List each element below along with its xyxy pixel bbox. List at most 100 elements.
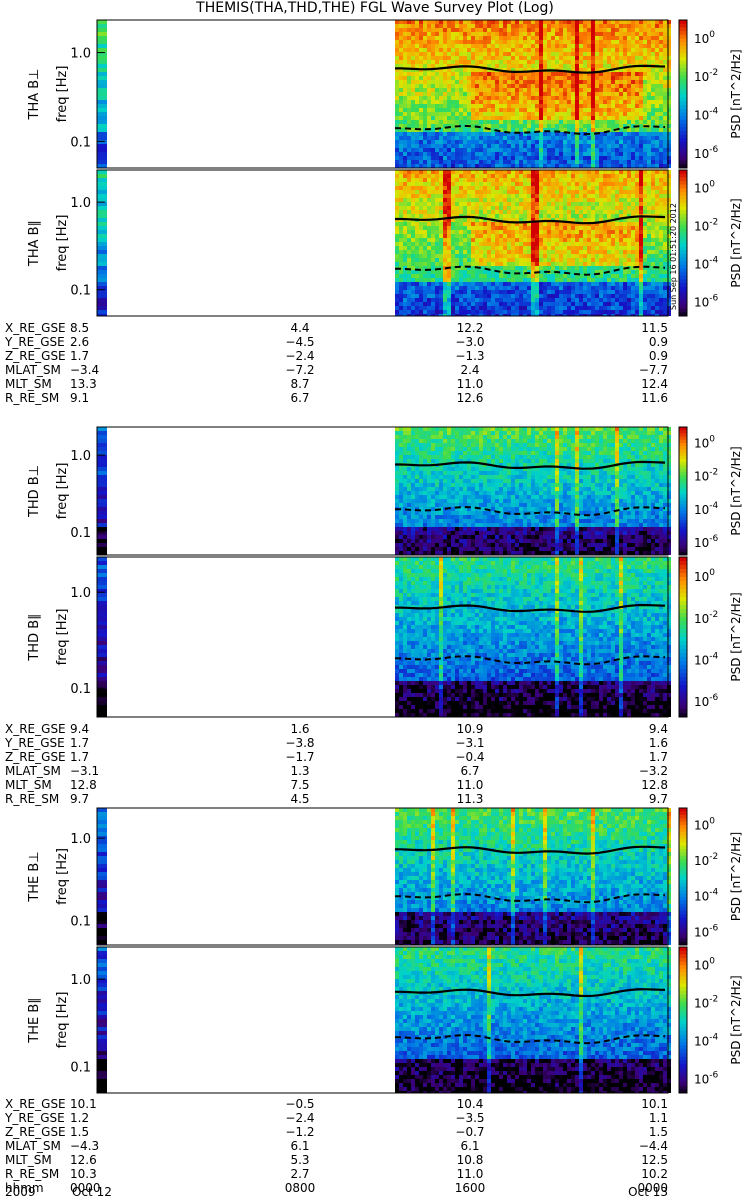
spectrogram-cell: [407, 96, 411, 100]
spectrogram-cell: [531, 112, 535, 116]
spectrogram-cell: [623, 210, 627, 214]
spectrogram-cell: [579, 116, 583, 120]
spectrogram-cell: [547, 148, 551, 152]
spectrogram-cell: [555, 52, 559, 56]
spectrogram-cell: [575, 306, 579, 310]
spectrogram-cell: [603, 198, 607, 202]
spectrogram-cell: [399, 206, 403, 210]
spectrogram-cell: [579, 310, 583, 314]
spectrogram-cell: [399, 92, 403, 96]
spectrogram-cell: [479, 226, 483, 230]
spectrogram-cell: [431, 174, 435, 178]
spectrogram-cell: [591, 306, 595, 310]
spectrogram-cell: [467, 132, 471, 136]
spectrogram-cell: [475, 56, 479, 60]
spectrogram-cell: [463, 242, 467, 246]
spectrogram-cell: [495, 266, 499, 270]
spectrogram-cell: [639, 136, 643, 140]
spectrogram-cell: [479, 152, 483, 156]
spectrogram-cell: [479, 294, 483, 298]
spectrogram-cell: [551, 190, 555, 194]
spectrogram-cell: [523, 250, 527, 254]
spectrogram-cell: [539, 250, 543, 254]
spectrogram-cell: [411, 310, 415, 314]
spectrogram-cell: [423, 202, 427, 206]
colorbar-segment: [679, 164, 687, 169]
colorbar-segment: [679, 127, 687, 132]
spectrogram-cell: [535, 152, 539, 156]
spectrogram-cell: [619, 258, 623, 262]
spectrogram-cell: [483, 112, 487, 116]
spectrogram-cell: [575, 64, 579, 68]
spectrogram-cell: [631, 230, 635, 234]
spectrogram-cell: [499, 210, 503, 214]
spectrogram-cell: [575, 148, 579, 152]
spectrogram-cell: [571, 226, 575, 230]
spectrogram-cell: [559, 278, 563, 282]
spectrogram-cell: [447, 286, 451, 290]
spectrogram-cell: [551, 28, 555, 32]
spectrogram-cell: [663, 88, 667, 92]
spectrogram-cell: [479, 230, 483, 234]
spectrogram-cell: [643, 20, 647, 24]
spectrogram-cell: [595, 194, 599, 198]
spectrogram-cell: [467, 108, 471, 112]
spectrogram-cell: [487, 238, 491, 242]
spectrogram-cell: [519, 64, 523, 68]
spectrogram-cell: [459, 100, 463, 104]
spectrogram-cell: [615, 88, 619, 92]
spectrogram-cell: [499, 164, 503, 168]
spectrogram-cell: [643, 190, 647, 194]
spectrogram-cell: [515, 266, 519, 270]
spectrogram-cell: [411, 290, 415, 294]
spectrogram-cell: [567, 190, 571, 194]
spectrogram-cell: [619, 76, 623, 80]
spectrogram-cell: [419, 36, 423, 40]
colorbar-segment: [679, 75, 687, 80]
spectrogram-cell: [563, 156, 567, 160]
spectrogram-cell: [595, 88, 599, 92]
spectrogram-cell: [591, 124, 595, 128]
spectrogram-cell: [455, 174, 459, 178]
spectrogram-cell: [475, 174, 479, 178]
spectrogram-cell: [563, 164, 567, 168]
spectrogram-cell: [619, 108, 623, 112]
spectrogram-cell: [631, 178, 635, 182]
spectrogram-cell: [627, 174, 631, 178]
spectrogram-cell: [519, 72, 523, 76]
spectrogram-cell: [539, 152, 543, 156]
spectrogram-cell: [531, 290, 535, 294]
spectrogram-cell: [539, 214, 543, 218]
spectrogram-cell: [599, 182, 603, 186]
spectrogram-cell: [415, 262, 419, 266]
spectrogram-cell: [471, 52, 475, 56]
spectrogram-cell: [523, 72, 527, 76]
spectrogram-cell: [431, 250, 435, 254]
spectrogram-cell: [579, 80, 583, 84]
spectrogram-cell: [511, 302, 515, 306]
spectrogram-cell: [607, 140, 611, 144]
spectrogram-cell: [563, 92, 567, 96]
colorbar-segment: [679, 38, 687, 43]
spectrogram-cell: [527, 186, 531, 190]
spectrogram-cell: [511, 282, 515, 286]
spectrogram-cell: [591, 246, 595, 250]
spectrogram-cell: [411, 36, 415, 40]
spectrogram-cell: [411, 242, 415, 246]
spectrogram-cell: [595, 306, 599, 310]
spectrogram-cell: [471, 274, 475, 278]
spectrogram-cell: [407, 124, 411, 128]
spectrogram-cell: [631, 100, 635, 104]
spectrogram-cell: [523, 226, 527, 230]
colorbar-segment: [679, 79, 687, 84]
spectrogram-cell: [403, 108, 407, 112]
spectrogram-cell: [535, 294, 539, 298]
spectrogram-cell: [419, 72, 423, 76]
spectrogram-cell: [411, 40, 415, 44]
spectrogram-cell: [635, 128, 639, 132]
spectrogram-cell: [535, 60, 539, 64]
spectrogram-cell: [531, 230, 535, 234]
spectrogram-cell: [627, 258, 631, 262]
spectrogram-cell: [567, 96, 571, 100]
spectrogram-cell: [499, 290, 503, 294]
